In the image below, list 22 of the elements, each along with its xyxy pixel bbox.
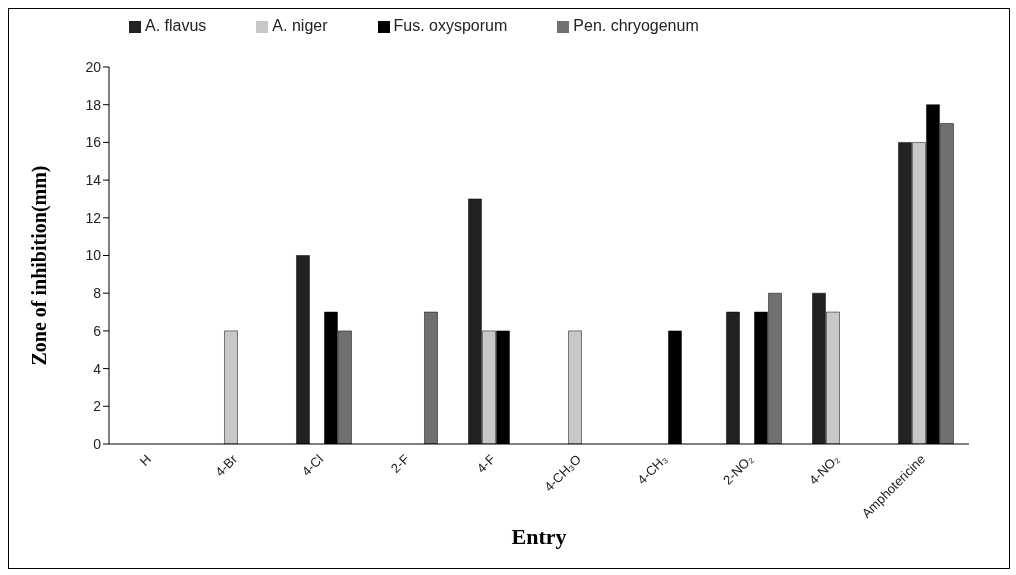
x-axis-title: Entry — [511, 524, 567, 549]
y-tick-label: 20 — [85, 58, 102, 75]
x-tick-label: 4-Br — [212, 451, 241, 480]
y-tick-label: 18 — [85, 96, 102, 113]
y-tick-label: 16 — [85, 134, 102, 151]
x-tick-label: 2-F — [387, 451, 413, 476]
y-tick-label: 6 — [93, 322, 102, 339]
y-tick-label: 4 — [93, 360, 102, 377]
y-tick-label: 12 — [85, 209, 102, 226]
y-tick-label: 2 — [93, 398, 102, 415]
x-tick-label: H — [136, 451, 155, 469]
x-tick-label: 4-Cl — [298, 451, 327, 479]
x-tick-label: 4-F — [473, 451, 499, 476]
y-tick-label: 10 — [85, 247, 102, 264]
y-axis-title: Zone of inhibition(mm) — [28, 165, 52, 366]
y-tick-label: 0 — [93, 435, 102, 452]
legend-label: A. flavus — [145, 17, 207, 34]
legend-label: Fus. oxysporum — [393, 17, 508, 34]
y-tick-label: 14 — [85, 172, 102, 189]
legend-label: A. niger — [272, 17, 328, 34]
legend-label: Pen. chryogenum — [573, 17, 699, 34]
y-tick-label: 8 — [93, 285, 102, 302]
